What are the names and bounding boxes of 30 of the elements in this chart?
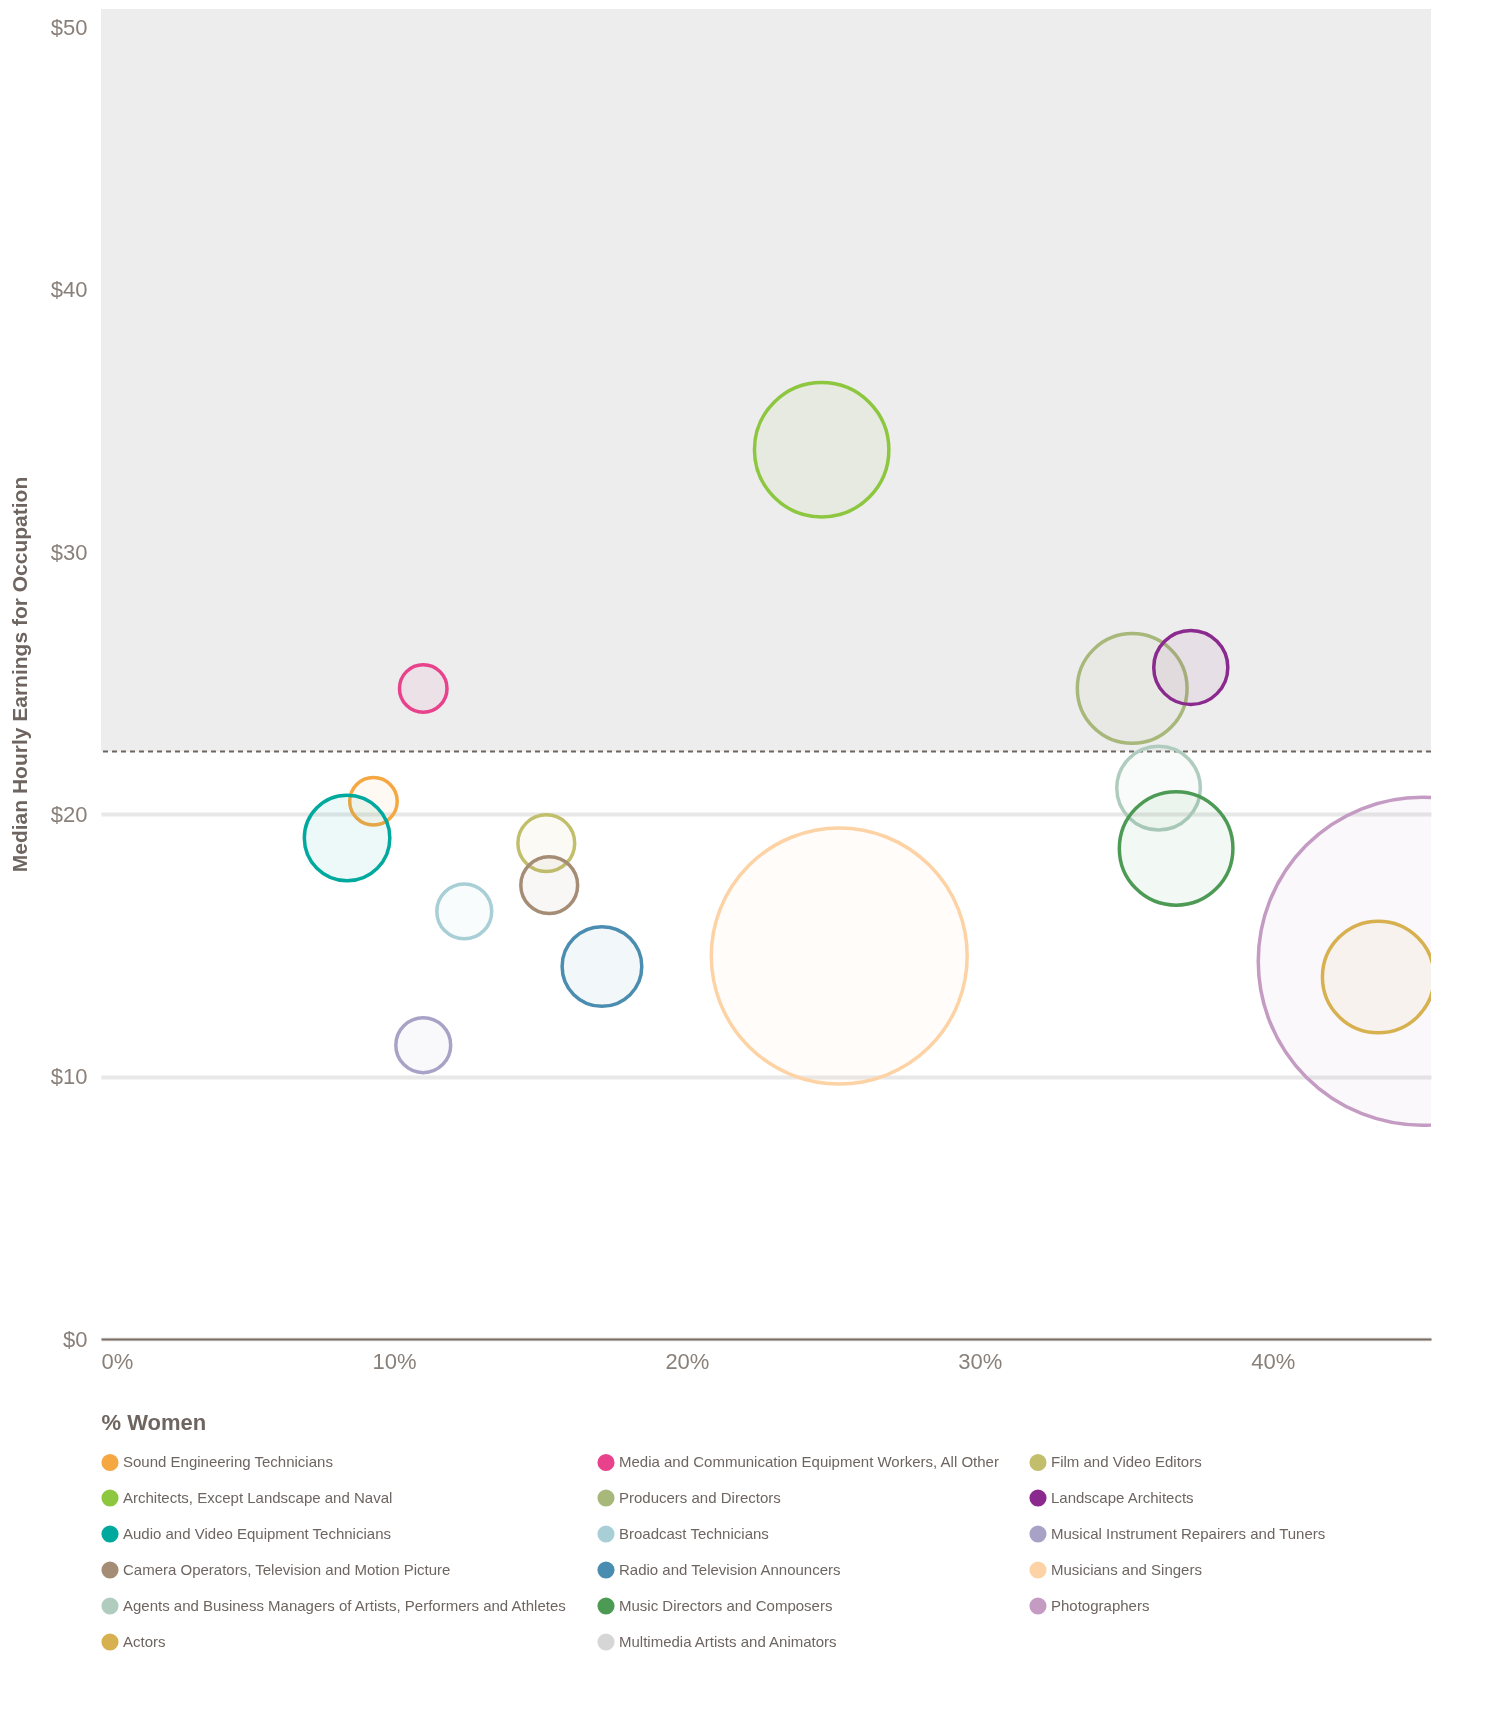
x-tick-label: 10% (372, 1348, 417, 1374)
y-tick-label: $40 (50, 277, 88, 303)
legend-label: Musicians and Singers (1051, 1561, 1202, 1578)
y-tick-label: $0 (63, 1326, 88, 1352)
y-tick-label: $20 (50, 801, 88, 827)
y-tick-label: $50 (50, 14, 88, 40)
legend-label: Media and Communication Equipment Workers, All Other (619, 1453, 999, 1471)
legend-label: Photographers (1051, 1597, 1150, 1614)
legend-label: Actors (123, 1633, 166, 1650)
x-tick-label: 0% (101, 1348, 134, 1374)
y-tick-label: $10 (50, 1064, 88, 1090)
x-tick-label: 40% (1251, 1348, 1296, 1374)
legend-label: Agents and Business Managers of Artists, Performers and Athletes (123, 1597, 566, 1614)
legend-label: Radio and Television Announcers (619, 1561, 841, 1578)
legend-label: Sound Engineering Technicians (123, 1453, 333, 1471)
legend-label: Multimedia Artists and Animators (619, 1633, 837, 1650)
legend-label: Music Directors and Composers (619, 1597, 833, 1614)
legend-label: Audio and Video Equipment Technicians (123, 1525, 391, 1542)
legend-label: Architects, Except Landscape and Naval (123, 1489, 393, 1506)
y-tick-label: $30 (50, 539, 88, 565)
legend-label: Musical Instrument Repairers and Tuners (1051, 1525, 1326, 1542)
x-axis-title: % Women (101, 1409, 207, 1435)
legend-label: Film and Video Editors (1051, 1453, 1202, 1471)
x-tick-label: 30% (958, 1348, 1003, 1374)
legend-label: Broadcast Technicians (619, 1525, 769, 1542)
legend-label: Producers and Directors (619, 1489, 781, 1506)
x-tick-label: 20% (665, 1348, 710, 1374)
y-axis-title: Median Hourly Earnings for Occupation (7, 476, 31, 873)
legend-label: Landscape Architects (1051, 1489, 1194, 1506)
legend-label: Camera Operators, Television and Motion Picture (123, 1561, 451, 1578)
